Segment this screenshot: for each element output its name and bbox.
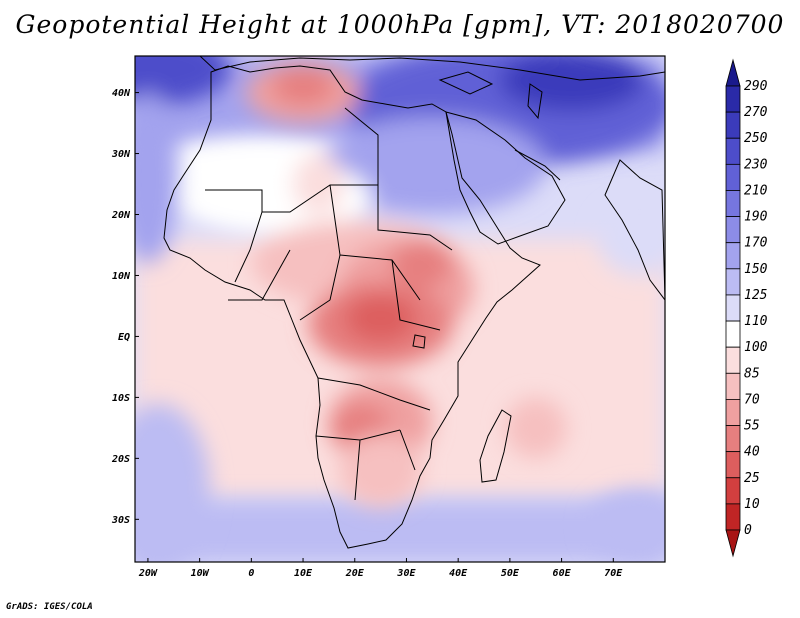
grads-credit: GrADS: IGES/COLA	[6, 602, 93, 612]
y-tick-label: EQ	[118, 332, 130, 343]
chart-title: Geopotential Height at 1000hPa [gpm], VT…	[15, 10, 785, 39]
colorbar-segment	[725, 372, 741, 400]
x-tick-label: 10E	[294, 568, 313, 579]
y-tick-label: 20N	[111, 210, 131, 221]
field-blob	[390, 238, 453, 288]
field-blob	[339, 433, 422, 508]
y-tick-label: 40N	[112, 88, 131, 99]
colorbar-label: 190	[744, 210, 768, 225]
colorbar-label: 250	[744, 131, 768, 146]
field-blob	[135, 56, 231, 105]
x-tick-label: 40E	[449, 568, 468, 579]
geopotential-field	[135, 56, 665, 562]
colorbar-label: 10	[744, 497, 760, 512]
colorbar-label: 85	[744, 366, 760, 381]
field-blob	[597, 202, 665, 276]
x-tick-label: 60E	[553, 568, 572, 579]
arabia-coast	[445, 111, 566, 245]
black-caspian-sea	[438, 71, 543, 120]
colorbar-label: 70	[744, 392, 760, 407]
colorbar-segment	[725, 137, 741, 165]
y-tick-label: 10S	[112, 393, 130, 404]
field-blob	[135, 403, 210, 562]
colorbar-segment	[725, 111, 741, 139]
field-blob	[344, 293, 417, 343]
colorbar-segment	[725, 85, 741, 113]
colorbar-segment	[725, 399, 741, 426]
colorbar-label: 100	[744, 340, 768, 355]
field-blob	[292, 153, 345, 215]
colorbar-label: 290	[744, 79, 768, 94]
colorbar-label: 40	[744, 445, 760, 460]
colorbar-segment	[725, 294, 741, 322]
field-blob	[587, 488, 665, 562]
colorbar-segment	[725, 320, 741, 348]
colorbar-label: 110	[744, 314, 768, 329]
colorbar-label: 270	[744, 105, 768, 120]
colorbar-segment	[725, 242, 741, 270]
field-blob	[318, 116, 547, 215]
field-blob	[272, 68, 335, 105]
madagascar-coast	[479, 409, 512, 483]
africa-coast	[163, 65, 541, 549]
lake-victoria	[412, 334, 426, 349]
x-axis: 20W 10W 0 10E 20E 30E 40E 50E 60E 70E	[138, 558, 623, 579]
colorbar-label: 210	[744, 183, 768, 198]
colorbar-segment	[725, 451, 741, 479]
persian-gulf	[514, 149, 561, 181]
field-band-south	[135, 500, 665, 562]
coastlines	[163, 56, 665, 549]
colorbar-segment	[725, 268, 741, 296]
colorbar-segment	[725, 346, 741, 374]
x-tick-label: 0	[248, 568, 254, 579]
field-blob	[504, 397, 567, 459]
colorbar-label: 0	[744, 523, 752, 538]
colorbar-label: 150	[744, 262, 768, 277]
colorbar-label: 170	[744, 236, 768, 251]
field-blob	[135, 92, 179, 264]
x-tick-label: 30E	[396, 568, 416, 579]
colorbar-top-arrow	[725, 58, 741, 87]
europe-coast	[199, 56, 665, 81]
y-tick-label: 30N	[111, 149, 131, 160]
colorbar-label: 25	[744, 471, 760, 486]
x-tick-label: 20W	[138, 568, 158, 579]
colorbar-segment	[725, 477, 741, 505]
border-lines	[205, 107, 453, 501]
x-tick-label: 20E	[345, 568, 365, 579]
colorbar: 2902702502302101901701501251101008570554…	[725, 58, 768, 558]
colorbar-label: 230	[744, 157, 768, 172]
x-tick-label: 10W	[191, 568, 210, 579]
colorbar-segment	[725, 163, 741, 191]
colorbar-segment	[725, 216, 741, 244]
colorbar-segment	[725, 503, 741, 531]
colorbar-label: 55	[744, 419, 760, 434]
x-tick-label: 70E	[604, 568, 623, 579]
india-coast	[604, 159, 665, 301]
y-axis: 40N 30N 20N 10N EQ 10S 20S 30S	[111, 88, 139, 526]
colorbar-segment	[725, 190, 741, 217]
x-tick-label: 50E	[501, 568, 520, 579]
colorbar-segment	[725, 425, 741, 453]
field-blob	[499, 56, 645, 111]
colorbar-bottom-arrow	[725, 529, 741, 558]
y-tick-label: 30S	[111, 515, 130, 526]
y-tick-label: 20S	[111, 454, 130, 465]
y-tick-label: 10N	[112, 271, 131, 282]
colorbar-label: 125	[744, 288, 768, 303]
plot-frame	[134, 55, 666, 563]
